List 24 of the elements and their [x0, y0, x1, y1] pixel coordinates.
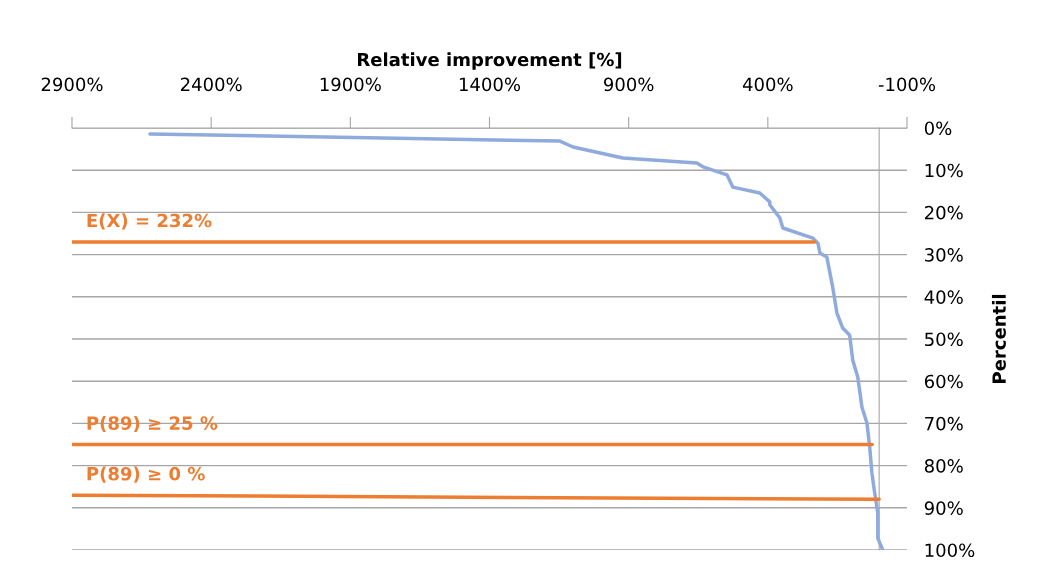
y-tick-label: 30%: [925, 248, 963, 262]
y-tick-label: 80%: [924, 459, 963, 473]
x-tick-label: -100%: [878, 77, 936, 92]
x-axis-title: Relative improvement [%]: [358, 52, 622, 70]
x-tick-label: 2900%: [41, 77, 103, 92]
y-tick-label: 10%: [925, 163, 963, 178]
x-tick-label: 900%: [603, 77, 654, 92]
x-tick-label: 2400%: [180, 77, 242, 92]
y-tick-label: 0%: [924, 121, 952, 136]
y-axis-title: Percentil: [991, 294, 1006, 383]
annotation: P(89) ≥ 25 %: [87, 415, 218, 433]
annotation: E(X) = 232%: [87, 213, 212, 230]
y-tick-label: 60%: [924, 374, 963, 389]
y-tick-label: 50%: [925, 332, 963, 347]
annotation: P(89) ≥ 0 %: [87, 466, 205, 483]
y-tick-label: 40%: [924, 290, 963, 304]
y-tick-label: 100%: [925, 543, 975, 558]
x-tick-label: 400%: [742, 77, 793, 92]
x-tick-label: 1400%: [459, 77, 521, 92]
x-tick-label: 1900%: [320, 77, 381, 92]
y-tick-label: 70%: [925, 416, 963, 431]
y-tick-label: 20%: [924, 205, 963, 220]
y-tick-label: 90%: [924, 501, 963, 515]
line-series: [148, 132, 885, 550]
